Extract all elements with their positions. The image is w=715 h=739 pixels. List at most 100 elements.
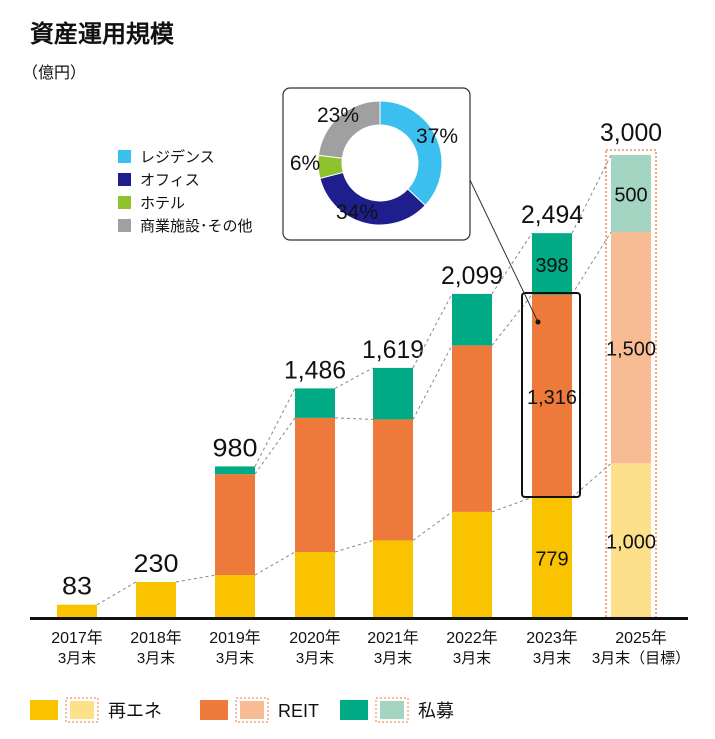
bar-segment-再エネ <box>452 511 492 618</box>
segment-label: 1,500 <box>606 339 656 361</box>
legend-swatch-target-outline <box>235 697 269 723</box>
x-tick-year: 2023年 <box>526 629 578 647</box>
total-label: 980 <box>213 434 258 462</box>
legend-swatch-actual <box>30 700 58 720</box>
legend-swatch-target <box>240 701 264 719</box>
x-tick-year: 2025年 <box>615 629 667 647</box>
legend-swatch-target <box>380 701 404 719</box>
x-tick-sub: 3月末 <box>533 650 571 667</box>
bar-segment-私募 <box>532 233 572 295</box>
connector-line <box>334 367 374 389</box>
bar-segment-REIT <box>452 345 492 512</box>
bar-segment-私募 <box>452 293 492 346</box>
x-tick-sub: 3月末 <box>296 650 334 667</box>
segment-label: 779 <box>535 548 568 570</box>
bar-segment-再エネ <box>532 497 572 618</box>
bar-segment-再エネ <box>373 540 413 618</box>
legend-swatch-target <box>70 701 94 719</box>
x-tick-year: 2018年 <box>130 629 182 647</box>
donut-legend-label: ホテル <box>140 195 185 212</box>
legend-label: 私募 <box>418 701 454 721</box>
target-outline <box>605 149 657 619</box>
legend-label: 再エネ <box>108 701 162 721</box>
connector-line <box>571 231 612 295</box>
bar-segment-REIT <box>532 294 572 498</box>
bar-segment-私募 <box>215 466 255 475</box>
connector-line <box>412 511 453 541</box>
bar-segment-私募 <box>295 388 335 418</box>
x-tick-sub: 3月末 <box>453 650 491 667</box>
donut-percent-label: 6% <box>290 152 320 175</box>
legend-swatch-target-outline <box>375 697 409 723</box>
donut-slice-商業施設･その他 <box>317 100 381 159</box>
donut-legend-swatch <box>118 173 131 186</box>
legend-swatch-actual <box>340 700 368 720</box>
donut-legend-swatch <box>118 150 131 163</box>
total-label: 230 <box>134 550 179 578</box>
bar-segment-REIT <box>215 474 255 576</box>
connector-line <box>334 417 374 420</box>
connector-line <box>491 496 533 513</box>
total-label: 3,000 <box>600 119 662 147</box>
donut-legend-swatch <box>118 219 131 232</box>
segment-label: 398 <box>535 255 568 277</box>
connector-line <box>571 462 612 498</box>
donut-slice-オフィス <box>319 171 426 226</box>
bar-segment-REIT <box>373 419 413 541</box>
callout-dot <box>535 319 541 325</box>
x-tick-sub: 3月末 <box>58 650 96 667</box>
connector-line <box>491 232 533 295</box>
legend-label: REIT <box>278 701 319 721</box>
connector-line <box>96 581 137 606</box>
donut-legend-label: オフィス <box>140 172 200 189</box>
connector-line <box>254 551 296 576</box>
connector-line <box>254 388 296 467</box>
connector-line <box>175 574 216 583</box>
x-tick-sub: 3月末 <box>374 650 412 667</box>
connector-line <box>571 154 612 234</box>
x-tick-year: 2017年 <box>51 629 103 647</box>
total-label: 2,099 <box>441 262 503 290</box>
donut-legend-label: 商業施設･その他 <box>140 218 253 235</box>
highlight-box <box>521 292 581 498</box>
segment-label: 1,000 <box>606 531 656 553</box>
bar-segment-再エネ <box>215 575 255 618</box>
chart-title: 資産運用規模 <box>30 20 175 48</box>
x-tick-year: 2019年 <box>209 629 261 647</box>
total-label: 2,494 <box>521 201 583 229</box>
donut-legend-label: レジデンス <box>140 148 215 166</box>
donut-legend-swatch <box>118 196 131 209</box>
connector-line <box>254 417 296 475</box>
bar-segment-私募 <box>611 155 651 233</box>
bar-segment-REIT <box>611 232 651 464</box>
donut-percent-label: 23% <box>317 104 359 127</box>
legend-swatch-actual <box>200 700 228 720</box>
legend-swatch-target-outline <box>65 697 99 723</box>
connector-line <box>412 345 453 420</box>
bar-segment-再エネ <box>136 582 176 618</box>
segment-label: 500 <box>614 185 647 207</box>
bar-segment-再エネ <box>611 463 651 618</box>
x-tick-year: 2022年 <box>446 629 498 647</box>
unit-label: （億円） <box>22 64 86 82</box>
total-label: 1,619 <box>362 336 424 364</box>
bar-segment-REIT <box>295 417 335 552</box>
segment-label: 1,316 <box>527 387 577 409</box>
callout-line <box>469 179 539 323</box>
donut-percent-label: 34% <box>336 201 378 224</box>
x-tick-sub: 3月末 <box>216 650 254 667</box>
total-label: 1,486 <box>284 356 346 384</box>
x-tick-year: 2020年 <box>289 629 341 647</box>
total-label: 83 <box>62 573 92 601</box>
x-tick-sub: 3月末（目標） <box>592 650 690 667</box>
bar-segment-再エネ <box>295 551 335 618</box>
connector-line <box>412 293 453 369</box>
bar-segment-再エネ <box>57 604 97 618</box>
donut-percent-label: 37% <box>416 125 458 148</box>
x-tick-sub: 3月末 <box>137 650 175 667</box>
connector-line <box>334 539 374 553</box>
connector-line <box>491 294 533 346</box>
x-tick-year: 2021年 <box>367 629 419 647</box>
bar-segment-私募 <box>373 367 413 420</box>
